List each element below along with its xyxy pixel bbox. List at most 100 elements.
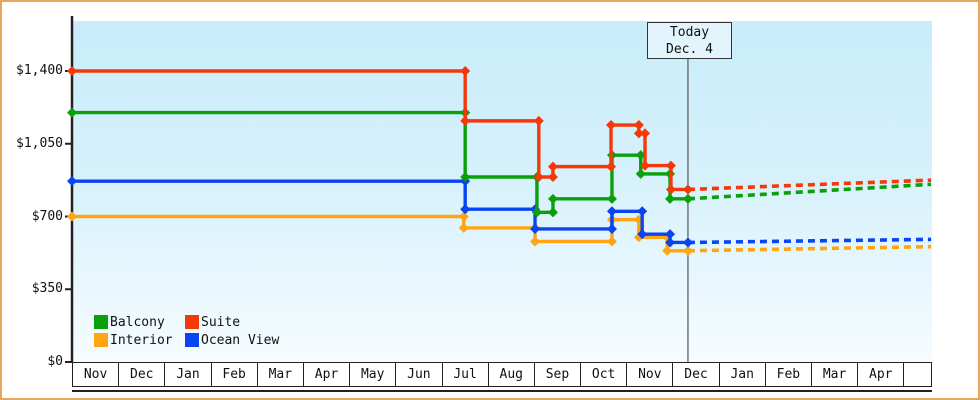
series-balcony-forecast bbox=[687, 182, 932, 201]
month-cell: Oct bbox=[580, 362, 628, 387]
legend-item-interior: Interior bbox=[94, 331, 185, 349]
point-marker bbox=[682, 245, 693, 256]
y-axis-label: $700 bbox=[31, 208, 63, 224]
series-interior-line bbox=[72, 214, 688, 253]
month-cell: Jul bbox=[441, 362, 489, 387]
legend-item-suite: Suite bbox=[185, 313, 279, 331]
point-marker bbox=[640, 128, 651, 139]
point-marker bbox=[682, 237, 693, 248]
month-cell: Dec bbox=[118, 362, 166, 387]
point-marker bbox=[67, 176, 77, 187]
month-cell: Mar bbox=[256, 362, 304, 387]
point-marker bbox=[530, 236, 541, 247]
y-axis-label: $1,400 bbox=[16, 63, 63, 78]
point-marker bbox=[682, 184, 693, 195]
point-marker bbox=[460, 66, 471, 76]
point-marker bbox=[665, 237, 676, 248]
axes bbox=[65, 16, 689, 363]
point-marker bbox=[606, 206, 617, 217]
today-label-line2: Dec. 4 bbox=[666, 41, 713, 57]
series-interior-forecast bbox=[687, 244, 932, 253]
point-marker bbox=[531, 207, 542, 218]
series-balcony-line bbox=[72, 110, 688, 215]
series-suite-line bbox=[72, 69, 688, 192]
point-marker bbox=[547, 172, 558, 183]
series-ocean_view-forecast bbox=[687, 237, 932, 245]
month-cell: Jun bbox=[395, 362, 443, 387]
legend-swatch-ocean_view bbox=[185, 333, 199, 347]
point-marker bbox=[637, 229, 648, 240]
month-cell: Aug bbox=[487, 362, 535, 387]
month-cell: Jan bbox=[164, 362, 212, 387]
point-marker bbox=[460, 172, 471, 183]
legend-swatch-interior bbox=[94, 333, 108, 347]
point-marker bbox=[665, 160, 676, 171]
month-cell: Dec bbox=[672, 362, 720, 387]
month-cell: Jan bbox=[718, 362, 766, 387]
point-marker bbox=[458, 211, 469, 222]
point-marker bbox=[460, 115, 471, 126]
series-suite bbox=[67, 66, 932, 195]
y-axis-label: $1,050 bbox=[16, 135, 63, 151]
legend-swatch-suite bbox=[185, 315, 199, 329]
month-cell: Nov bbox=[72, 362, 120, 387]
point-marker bbox=[635, 168, 646, 179]
month-cell: Apr bbox=[857, 362, 905, 387]
point-marker bbox=[637, 206, 648, 217]
month-axis: Nov Dec Jan Feb Mar Apr May Jun Jul Aug Sep Oct Nov D… bbox=[72, 362, 932, 387]
month-cell: Mar bbox=[811, 362, 859, 387]
legend: Balcony Suite Interior Ocean View bbox=[94, 313, 279, 349]
point-marker bbox=[547, 207, 558, 218]
legend-label: Suite bbox=[201, 314, 241, 330]
point-marker bbox=[606, 120, 617, 131]
today-box: Today Dec. 4 bbox=[647, 22, 732, 59]
series-interior bbox=[67, 211, 932, 256]
point-marker bbox=[640, 160, 651, 171]
month-cell: Apr bbox=[302, 362, 351, 387]
point-marker bbox=[67, 107, 77, 118]
today-label-line1: Today bbox=[669, 24, 710, 40]
legend-label: Ocean View bbox=[201, 332, 280, 348]
month-cell: May bbox=[349, 362, 397, 387]
month-cell: Sep bbox=[533, 362, 582, 387]
point-marker bbox=[533, 172, 544, 183]
point-marker bbox=[682, 193, 693, 204]
point-marker bbox=[67, 211, 77, 222]
month-cell: Feb bbox=[764, 362, 812, 387]
point-marker bbox=[662, 245, 673, 256]
point-marker bbox=[665, 229, 676, 240]
point-marker bbox=[635, 150, 646, 161]
point-marker bbox=[606, 193, 617, 204]
point-marker bbox=[665, 193, 676, 204]
point-marker bbox=[633, 128, 644, 139]
month-cell: Feb bbox=[210, 362, 258, 387]
legend-swatch-balcony bbox=[94, 315, 108, 329]
series-ocean_view-line bbox=[72, 179, 688, 245]
month-cell-empty bbox=[903, 362, 932, 387]
legend-item-balcony: Balcony bbox=[94, 313, 185, 331]
point-marker bbox=[547, 161, 558, 172]
y-axis-label: $0 bbox=[47, 354, 63, 369]
month-cell: Nov bbox=[626, 362, 674, 387]
point-marker bbox=[533, 115, 544, 126]
point-marker bbox=[606, 236, 617, 247]
point-marker bbox=[665, 184, 676, 195]
series-suite-forecast bbox=[687, 178, 932, 192]
y-axis-label: $350 bbox=[31, 281, 63, 297]
x-axis-underline bbox=[72, 390, 932, 392]
point-marker bbox=[530, 223, 541, 234]
legend-label: Interior bbox=[110, 332, 173, 348]
point-marker bbox=[458, 222, 469, 233]
point-marker bbox=[67, 66, 77, 76]
point-marker bbox=[633, 120, 644, 131]
legend-item-ocean_view: Ocean View bbox=[185, 331, 279, 349]
series-balcony bbox=[67, 107, 932, 218]
legend-label: Balcony bbox=[110, 314, 165, 330]
point-marker bbox=[606, 161, 617, 172]
point-marker bbox=[460, 204, 471, 215]
series-ocean_view bbox=[67, 176, 932, 248]
point-marker bbox=[547, 193, 558, 204]
point-marker bbox=[606, 223, 617, 234]
